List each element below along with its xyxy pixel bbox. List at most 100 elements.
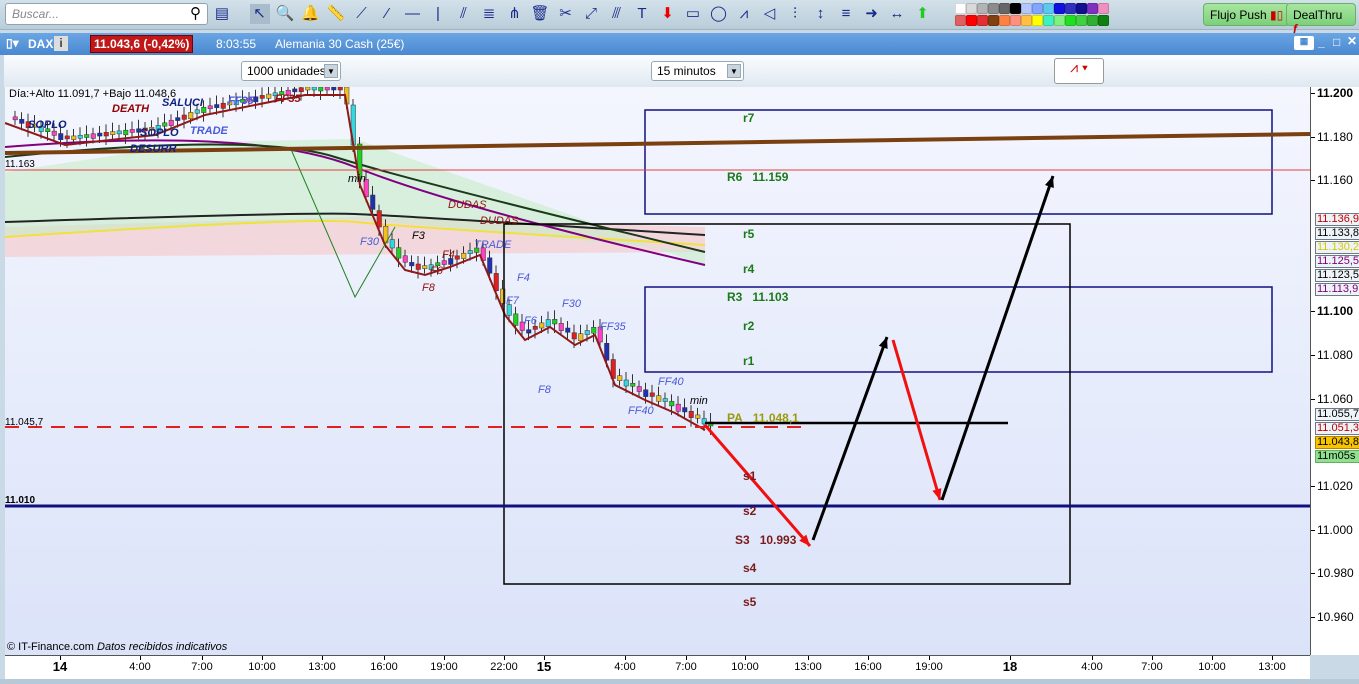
color-swatch[interactable]: [999, 15, 1010, 26]
tick-mark: [504, 656, 505, 660]
level-label: 11.010: [5, 495, 36, 506]
fibonacci-2-icon[interactable]: ≡: [841, 5, 851, 22]
color-swatch[interactable]: [1043, 3, 1054, 14]
candle: [604, 343, 610, 361]
brown-trend-line: [5, 132, 1310, 155]
chart-annotation: F30: [360, 236, 379, 248]
price-tick: 11.060: [1317, 391, 1353, 406]
color-swatch[interactable]: [1076, 3, 1087, 14]
color-swatch[interactable]: [1054, 3, 1065, 14]
pivot-s2: s2: [743, 504, 756, 518]
candle: [435, 262, 441, 266]
pivot-r1: r1: [743, 354, 754, 368]
horizontal-measure-icon[interactable]: ↔: [889, 5, 905, 22]
search-icon[interactable]: ⚲: [190, 5, 201, 22]
price-time: 8:03:55: [216, 37, 257, 51]
color-swatch[interactable]: [1021, 15, 1032, 26]
color-swatch[interactable]: [1076, 15, 1087, 26]
arrow-down-icon[interactable]: ⬇: [661, 5, 674, 22]
color-swatch[interactable]: [999, 3, 1010, 14]
time-tick: 13:00: [1258, 661, 1286, 673]
keyboard-icon[interactable]: ▦: [1294, 36, 1314, 50]
search-input[interactable]: Buscar...: [5, 3, 208, 25]
color-swatch[interactable]: [1043, 15, 1054, 26]
color-swatch[interactable]: [966, 15, 977, 26]
candle: [253, 96, 259, 103]
price-tick: 11.160: [1317, 173, 1353, 188]
info-icon[interactable]: i: [54, 36, 68, 51]
color-swatch[interactable]: [1087, 15, 1098, 26]
chart-type-icon[interactable]: ▯▾: [6, 36, 19, 50]
main-toolbar: Buscar... ⚲ Flujo Push ▮▯ DealThru f ▤ ↖ 🔍…: [0, 0, 1359, 36]
channel-2-icon[interactable]: ⫶: [793, 5, 797, 22]
vertical-measure-icon[interactable]: ↕: [816, 5, 825, 22]
tick-mark: [1311, 485, 1315, 487]
moving-average-line: [5, 139, 706, 266]
rectangle-icon[interactable]: ▭: [685, 5, 701, 22]
dealthru-button[interactable]: DealThru f: [1286, 3, 1356, 36]
alert-bell-icon[interactable]: 🔔: [301, 5, 320, 22]
triangle-icon[interactable]: ◁: [763, 5, 776, 22]
color-swatch[interactable]: [977, 15, 988, 26]
color-swatch[interactable]: [955, 15, 966, 26]
line-extend-icon[interactable]: ⤢: [584, 5, 597, 22]
color-swatch[interactable]: [1032, 15, 1043, 26]
close-icon[interactable]: ✕: [1347, 34, 1358, 48]
units-select[interactable]: 1000 unidades ▼: [241, 61, 341, 81]
arrow-up-icon[interactable]: ⬆: [916, 5, 929, 22]
indicators-button[interactable]: ⩘ ▾: [1054, 58, 1104, 84]
channel-icon[interactable]: ⫽: [460, 5, 467, 22]
color-swatch[interactable]: [1010, 15, 1021, 26]
current-price-marker: 11.043,8: [1315, 436, 1359, 449]
flujo-push-button[interactable]: Flujo Push ▮▯: [1203, 3, 1291, 26]
trash-icon[interactable]: 🗑: [530, 5, 550, 22]
color-swatch[interactable]: [1032, 3, 1043, 14]
price-axis[interactable]: 11.200 11.180 11.160 11.100 11.080 11.060 11.0…: [1310, 86, 1359, 655]
vertical-line-icon[interactable]: |: [436, 5, 440, 22]
properties-icon[interactable]: ✂: [559, 5, 572, 22]
candle: [552, 319, 558, 325]
pointer-icon[interactable]: ↖: [249, 4, 270, 24]
color-swatch[interactable]: [988, 15, 999, 26]
color-swatch[interactable]: [1087, 3, 1098, 14]
parallel-lines-icon[interactable]: ⫻: [612, 5, 621, 22]
color-swatch[interactable]: [1021, 3, 1032, 14]
segment-icon[interactable]: ⁄: [385, 5, 389, 22]
pitchfork-icon[interactable]: ⋔: [508, 5, 521, 22]
price-chart[interactable]: Día:+Alto 11.091,7 +Bajo 11.048,6 11.163…: [5, 87, 1310, 655]
time-axis[interactable]: 14 4:00 7:00 10:00 13:00 16:00 19:00 22:00 15 4:0…: [5, 655, 1310, 679]
copyright-text: © IT-Finance.com: [7, 641, 94, 653]
candle: [58, 133, 64, 140]
fibonacci-icon[interactable]: ≣: [482, 5, 496, 22]
horizontal-line-icon[interactable]: —: [405, 5, 420, 22]
color-swatch[interactable]: [955, 3, 966, 14]
zoom-icon[interactable]: 🔍: [275, 5, 295, 22]
color-swatch[interactable]: [1010, 3, 1021, 14]
pivot-name: r5: [743, 227, 755, 241]
ellipse-icon[interactable]: ◯: [710, 5, 727, 22]
color-swatch[interactable]: [1054, 15, 1065, 26]
support-resistance-icon[interactable]: ⩘: [739, 5, 749, 22]
arrow-right-icon[interactable]: ➜: [865, 5, 878, 22]
chart-annotation: F4: [442, 249, 455, 261]
price-marker: 11.051,3: [1315, 422, 1359, 435]
maximize-icon[interactable]: □: [1333, 35, 1341, 49]
color-swatch[interactable]: [988, 3, 999, 14]
trend-line-icon[interactable]: ⟋: [356, 5, 367, 22]
color-swatch[interactable]: [1098, 15, 1109, 26]
ruler-icon[interactable]: 📏: [326, 5, 346, 22]
color-swatch[interactable]: [1065, 15, 1076, 26]
color-swatch[interactable]: [1098, 3, 1109, 14]
minimize-icon[interactable]: _: [1318, 35, 1325, 49]
timeframe-select[interactable]: 15 minutos ▼: [651, 61, 744, 81]
tick-mark: [444, 656, 445, 660]
color-swatch[interactable]: [977, 3, 988, 14]
chart-annotation: F30: [562, 298, 581, 310]
color-swatch[interactable]: [966, 3, 977, 14]
color-swatch[interactable]: [1065, 3, 1076, 14]
level-label: 11.163: [5, 159, 35, 170]
symbol-label[interactable]: DAX: [28, 37, 54, 51]
add-chart-icon[interactable]: ▤: [214, 5, 230, 22]
pivot-name: R6: [727, 170, 743, 184]
text-icon[interactable]: T: [637, 5, 647, 22]
